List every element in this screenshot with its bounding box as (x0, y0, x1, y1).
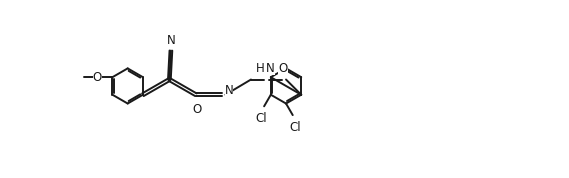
Text: H: H (256, 62, 265, 75)
Text: Cl: Cl (256, 112, 267, 125)
Text: O: O (278, 62, 287, 75)
Text: O: O (93, 71, 102, 84)
Text: N: N (266, 62, 275, 75)
Text: N: N (225, 84, 233, 97)
Text: O: O (193, 103, 202, 116)
Text: N: N (167, 34, 175, 47)
Text: Cl: Cl (290, 121, 301, 134)
